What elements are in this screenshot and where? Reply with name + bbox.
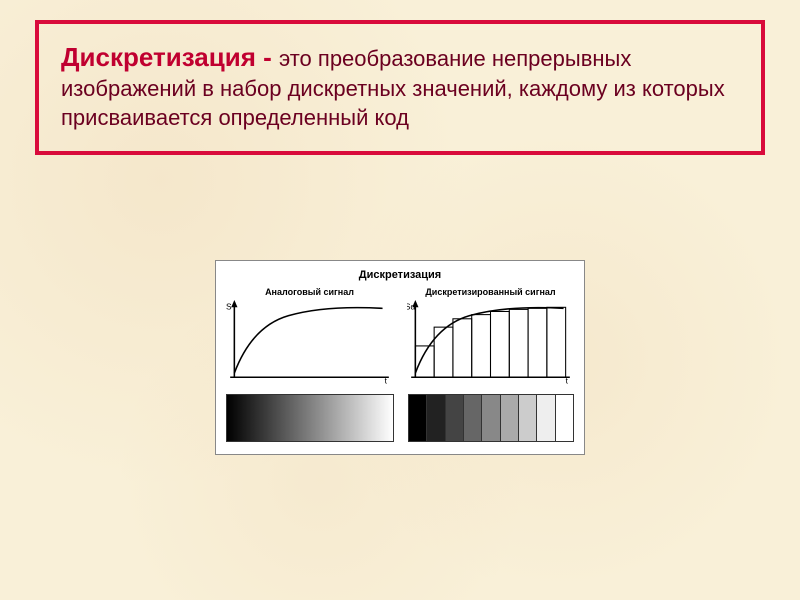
gradient-step bbox=[445, 394, 463, 442]
gradient-step bbox=[536, 394, 554, 442]
gradient-step bbox=[408, 394, 426, 442]
gradient-step bbox=[426, 394, 444, 442]
figure-box: Дискретизация Аналоговый сигнал S t Диск… bbox=[215, 260, 585, 455]
discrete-chart: Дискретизированный сигнал Sd t bbox=[407, 287, 574, 384]
analog-y-axis: S bbox=[226, 301, 232, 311]
charts-row: Аналоговый сигнал S t Дискретизированный… bbox=[226, 287, 574, 384]
discrete-label: Дискретизированный сигнал bbox=[407, 287, 574, 297]
gradient-step bbox=[463, 394, 481, 442]
analog-label: Аналоговый сигнал bbox=[226, 287, 393, 297]
gradient-discrete bbox=[408, 394, 574, 442]
term-separator: - bbox=[256, 42, 279, 72]
figure-title: Дискретизация bbox=[226, 269, 574, 281]
analog-svg: S t bbox=[226, 300, 393, 384]
gradient-continuous bbox=[226, 394, 394, 442]
definition-paragraph: Дискретизация - это преобразование непре… bbox=[61, 42, 739, 133]
gradient-step bbox=[500, 394, 518, 442]
discrete-svg: Sd t bbox=[407, 300, 574, 384]
gradients-row bbox=[226, 394, 574, 442]
gradient-step bbox=[518, 394, 536, 442]
term: Дискретизация bbox=[61, 42, 256, 72]
analog-chart: Аналоговый сигнал S t bbox=[226, 287, 393, 384]
discrete-y-axis: Sd bbox=[407, 301, 415, 311]
gradient-step bbox=[481, 394, 499, 442]
definition-box: Дискретизация - это преобразование непре… bbox=[35, 20, 765, 155]
gradient-step bbox=[555, 394, 574, 442]
